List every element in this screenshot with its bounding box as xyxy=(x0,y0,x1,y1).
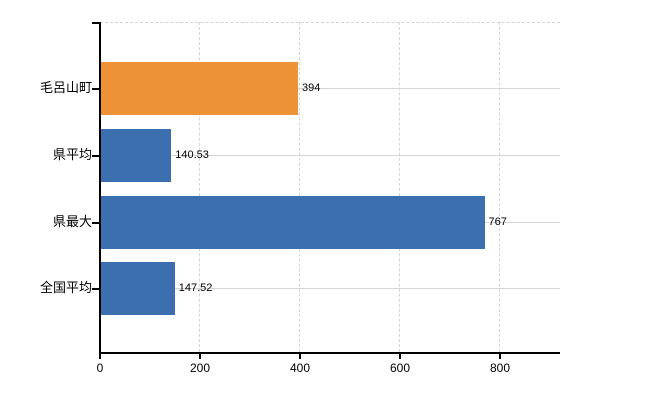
x-axis-tick xyxy=(199,354,201,359)
x-tick-label: 600 xyxy=(389,361,411,375)
y-gridline xyxy=(100,155,560,156)
x-tick-label: 200 xyxy=(189,361,211,375)
y-axis-end-tick xyxy=(92,22,100,24)
bar-value-label: 140.53 xyxy=(175,149,209,161)
y-axis-tick xyxy=(92,88,100,90)
y-axis-tick xyxy=(92,288,100,290)
bar-value-label: 147.52 xyxy=(178,282,213,294)
y-axis-tick xyxy=(92,155,100,157)
category-label: 県平均 xyxy=(52,147,92,162)
y-axis-line xyxy=(99,22,101,354)
bar xyxy=(101,261,175,315)
plot-top-border xyxy=(100,22,560,23)
x-tick-label: 800 xyxy=(489,361,511,375)
x-tick-label: 400 xyxy=(289,361,311,375)
category-label: 全国平均 xyxy=(39,280,92,295)
y-gridline xyxy=(100,288,560,289)
x-gridline xyxy=(499,22,500,352)
category-label: 県最大 xyxy=(52,214,92,229)
plot-area: 394 140.53 767 147.52 xyxy=(100,22,560,352)
x-tick-label: 0 xyxy=(96,361,104,375)
x-axis-tick xyxy=(99,354,101,359)
x-gridline xyxy=(199,22,200,352)
bar xyxy=(101,61,298,115)
x-gridline xyxy=(399,22,400,352)
x-axis-tick xyxy=(499,354,501,359)
x-axis-tick xyxy=(399,354,401,359)
x-axis-tick xyxy=(299,354,301,359)
x-axis-line xyxy=(99,352,560,354)
x-gridline xyxy=(299,22,300,352)
y-axis-tick xyxy=(92,222,100,224)
bar-value-label: 394 xyxy=(302,82,321,94)
category-label: 毛呂山町 xyxy=(39,80,92,95)
bar xyxy=(101,195,485,249)
bar xyxy=(101,128,172,182)
y-gridline xyxy=(100,88,560,89)
bar-value-label: 767 xyxy=(488,216,507,228)
